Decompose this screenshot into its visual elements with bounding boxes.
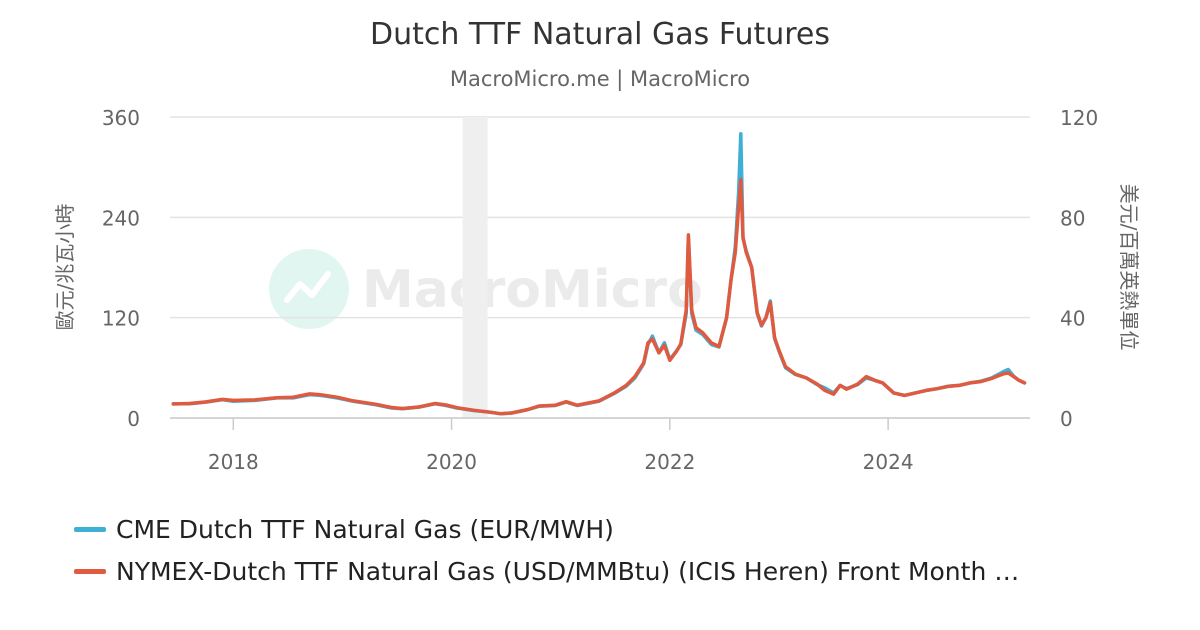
y-tick-left-label: 120: [102, 307, 140, 331]
watermark-text: MacroMicro: [362, 260, 703, 320]
y-tick-right-label: 40: [1060, 307, 1085, 331]
legend-item-nymex[interactable]: NYMEX-Dutch TTF Natural Gas (USD/MMBtu) …: [74, 550, 1019, 592]
legend-swatch-cme: [74, 526, 106, 532]
shaded-band: [462, 117, 488, 418]
chart-subtitle: MacroMicro.me | MacroMicro: [450, 67, 750, 92]
y-tick-left-label: 360: [102, 106, 140, 130]
y-tick-right-label: 80: [1060, 206, 1085, 230]
x-tick-label: 2020: [426, 450, 477, 474]
legend-swatch-nymex: [74, 568, 106, 574]
x-tick-label: 2018: [208, 450, 259, 474]
series-layer: [171, 131, 1027, 416]
chart-title: Dutch TTF Natural Gas Futures: [370, 17, 830, 52]
y-tick-left-label: 0: [127, 407, 140, 431]
series-line-nymex: [171, 177, 1027, 416]
watermark-logo-mark: [284, 271, 331, 303]
legend-item-cme[interactable]: CME Dutch TTF Natural Gas (EUR/MWH): [74, 508, 1019, 550]
y-tick-right-label: 120: [1060, 106, 1098, 130]
legend: CME Dutch TTF Natural Gas (EUR/MWH) NYME…: [74, 508, 1019, 592]
y-axis-right-label: 美元/百萬英熱單位: [1117, 184, 1141, 351]
legend-label-nymex: NYMEX-Dutch TTF Natural Gas (USD/MMBtu) …: [116, 556, 1020, 586]
y-axis-left-label: 歐元/兆瓦小時: [53, 204, 77, 331]
watermark: MacroMicro: [269, 249, 703, 329]
y-tick-right-label: 0: [1060, 407, 1073, 431]
y-tick-left-label: 240: [102, 206, 140, 230]
shade-layer: [462, 117, 488, 418]
axis-layer: 360 240 120 0 120 80 40 0 2018 2020 2022 2024: [102, 106, 1098, 474]
x-tick-label: 2024: [863, 450, 914, 474]
x-tick-label: 2022: [644, 450, 695, 474]
legend-label-cme: CME Dutch TTF Natural Gas (EUR/MWH): [116, 514, 614, 544]
